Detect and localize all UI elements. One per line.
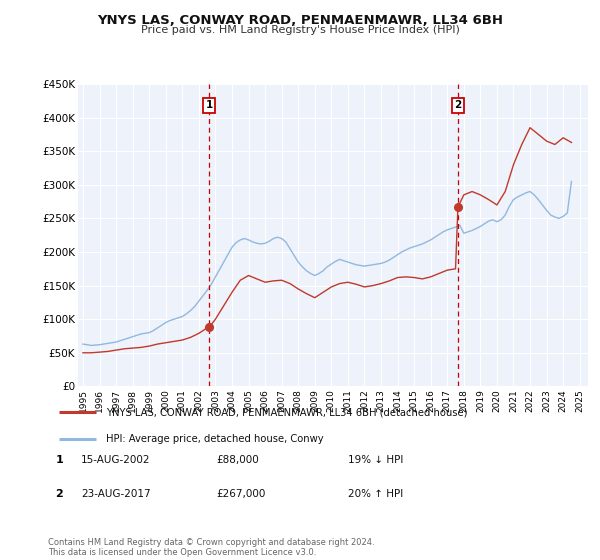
Text: 19% ↓ HPI: 19% ↓ HPI <box>348 455 403 465</box>
Text: YNYS LAS, CONWAY ROAD, PENMAENMAWR, LL34 6BH: YNYS LAS, CONWAY ROAD, PENMAENMAWR, LL34… <box>97 14 503 27</box>
Text: 20% ↑ HPI: 20% ↑ HPI <box>348 489 403 499</box>
Text: 15-AUG-2002: 15-AUG-2002 <box>81 455 151 465</box>
Text: 1: 1 <box>206 100 213 110</box>
Text: Price paid vs. HM Land Registry's House Price Index (HPI): Price paid vs. HM Land Registry's House … <box>140 25 460 35</box>
Text: 2: 2 <box>56 489 63 499</box>
Text: 1: 1 <box>56 455 63 465</box>
Text: 23-AUG-2017: 23-AUG-2017 <box>81 489 151 499</box>
Text: Contains HM Land Registry data © Crown copyright and database right 2024.
This d: Contains HM Land Registry data © Crown c… <box>48 538 374 557</box>
Text: HPI: Average price, detached house, Conwy: HPI: Average price, detached house, Conw… <box>106 434 324 444</box>
Text: YNYS LAS, CONWAY ROAD, PENMAENMAWR, LL34 6BH (detached house): YNYS LAS, CONWAY ROAD, PENMAENMAWR, LL34… <box>106 408 467 418</box>
Text: £88,000: £88,000 <box>216 455 259 465</box>
Text: 2: 2 <box>454 100 461 110</box>
Text: £267,000: £267,000 <box>216 489 265 499</box>
